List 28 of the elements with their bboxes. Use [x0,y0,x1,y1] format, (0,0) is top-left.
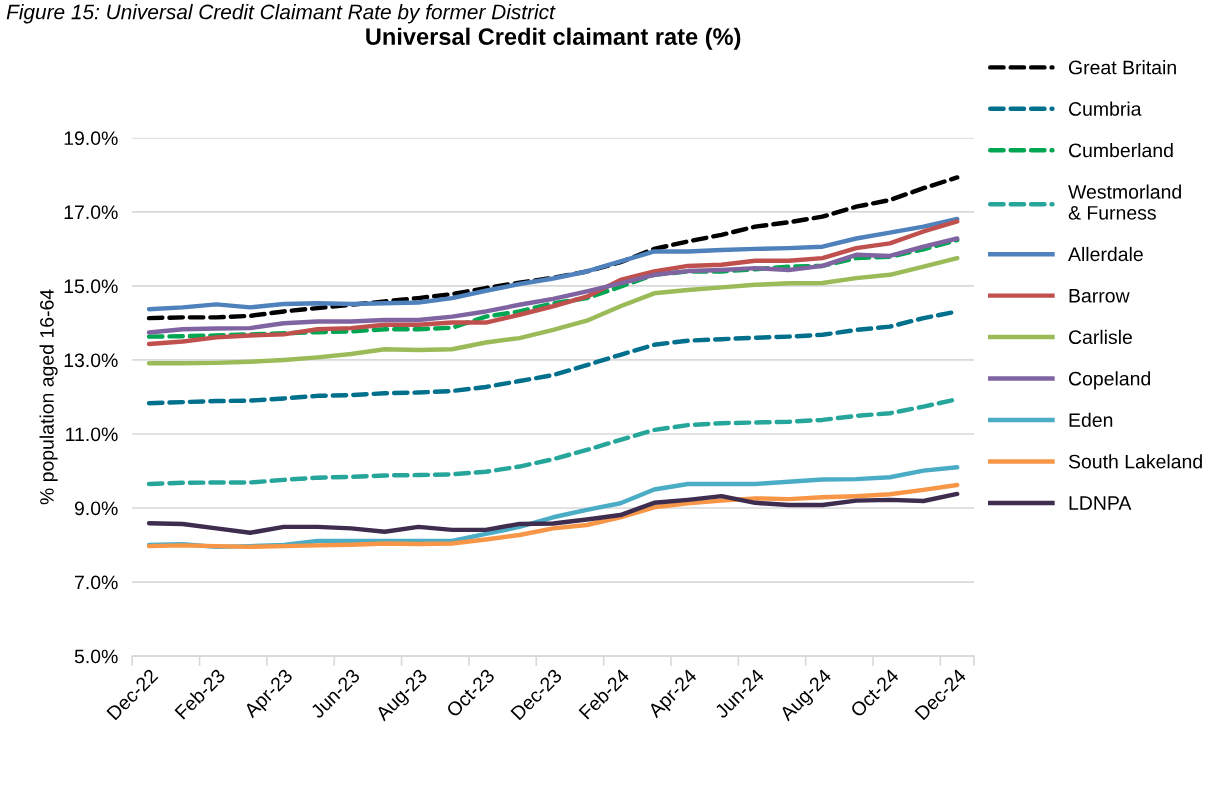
legend-label: Carlisle [1069,329,1132,345]
legend-label: South Lakeland [1068,454,1202,469]
y-axis-title: % population aged 16-64 [39,289,58,505]
line-series [146,482,960,550]
y-tick-label: 17.0% [64,205,118,220]
y-tick-label: 7.0% [75,575,118,590]
legend-label: Eden [1069,412,1113,427]
line-series [146,175,960,321]
y-tick-label: 9.0% [74,501,118,516]
y-tick-label: 5.0% [74,649,118,664]
legend-label: Cumbria [1069,101,1142,116]
legend-label: Cumberland [1069,143,1173,158]
line-series [146,491,960,536]
line-series [146,255,960,366]
y-tick-label: 15.0% [64,279,118,294]
line-series [146,219,960,347]
legend-label: Barrow [1069,289,1130,303]
legend-label: Westmorland & Furness [1068,184,1181,220]
y-tick-label: 19.0% [64,131,118,146]
legend-label: Allerdale [1068,246,1143,262]
y-tick-label: 11.0% [66,427,118,442]
legend-label: LDNPA [1069,496,1132,510]
legend-label: Great Britain [1068,60,1176,75]
legend-label: Copeland [1069,371,1151,390]
y-tick-label: 13.0% [64,353,118,368]
line-series [146,216,960,312]
chart-title: Universal Credit claimant rate (%) [366,27,741,50]
caption: Figure 15: Universal Credit Claimant Rate by former District [6,4,556,24]
